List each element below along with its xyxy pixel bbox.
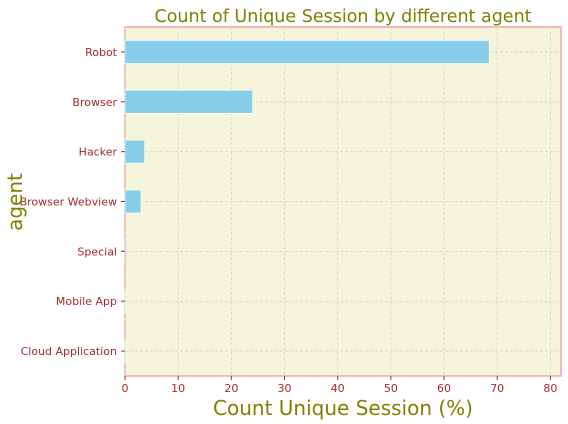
- y-tick-labels: Robot Browser Hacker Browser Webview Special…: [20, 46, 125, 358]
- x-tick-label-1: 10: [171, 382, 185, 395]
- bar-browser: [124, 90, 253, 114]
- chart-title: Count of Unique Session by different age…: [154, 7, 531, 27]
- x-tick-label-8: 80: [543, 382, 557, 395]
- y-tick-label-browser-webview: Browser Webview: [20, 196, 117, 209]
- y-tick-label-hacker: Hacker: [79, 146, 118, 159]
- bar-cloud-application: [124, 339, 127, 363]
- x-tick-labels: 0 10 20 30 40 50 60 70 80: [122, 376, 557, 395]
- bar-special: [124, 239, 127, 264]
- y-axis-title: agent: [3, 173, 27, 231]
- x-tick-label-6: 60: [437, 382, 451, 395]
- bar-mobile-app: [124, 289, 127, 313]
- x-axis-title: Count Unique Session (%): [213, 396, 473, 420]
- x-tick-label-4: 40: [331, 382, 345, 395]
- y-tick-label-special: Special: [77, 245, 117, 258]
- y-tick-label-mobile-app: Mobile App: [56, 295, 117, 308]
- x-tick-label-0: 0: [122, 382, 129, 395]
- bar-robot: [124, 40, 490, 64]
- y-tick-label-robot: Robot: [85, 46, 118, 59]
- bar-browser-webview: [124, 189, 142, 214]
- bar-hacker: [124, 139, 145, 164]
- x-tick-label-5: 50: [384, 382, 398, 395]
- y-tick-label-browser: Browser: [72, 96, 117, 109]
- x-tick-label-3: 30: [278, 382, 292, 395]
- y-tick-label-cloud-application: Cloud Application: [21, 345, 117, 358]
- x-tick-label-7: 70: [490, 382, 504, 395]
- x-tick-label-2: 20: [224, 382, 238, 395]
- grid: [124, 27, 561, 376]
